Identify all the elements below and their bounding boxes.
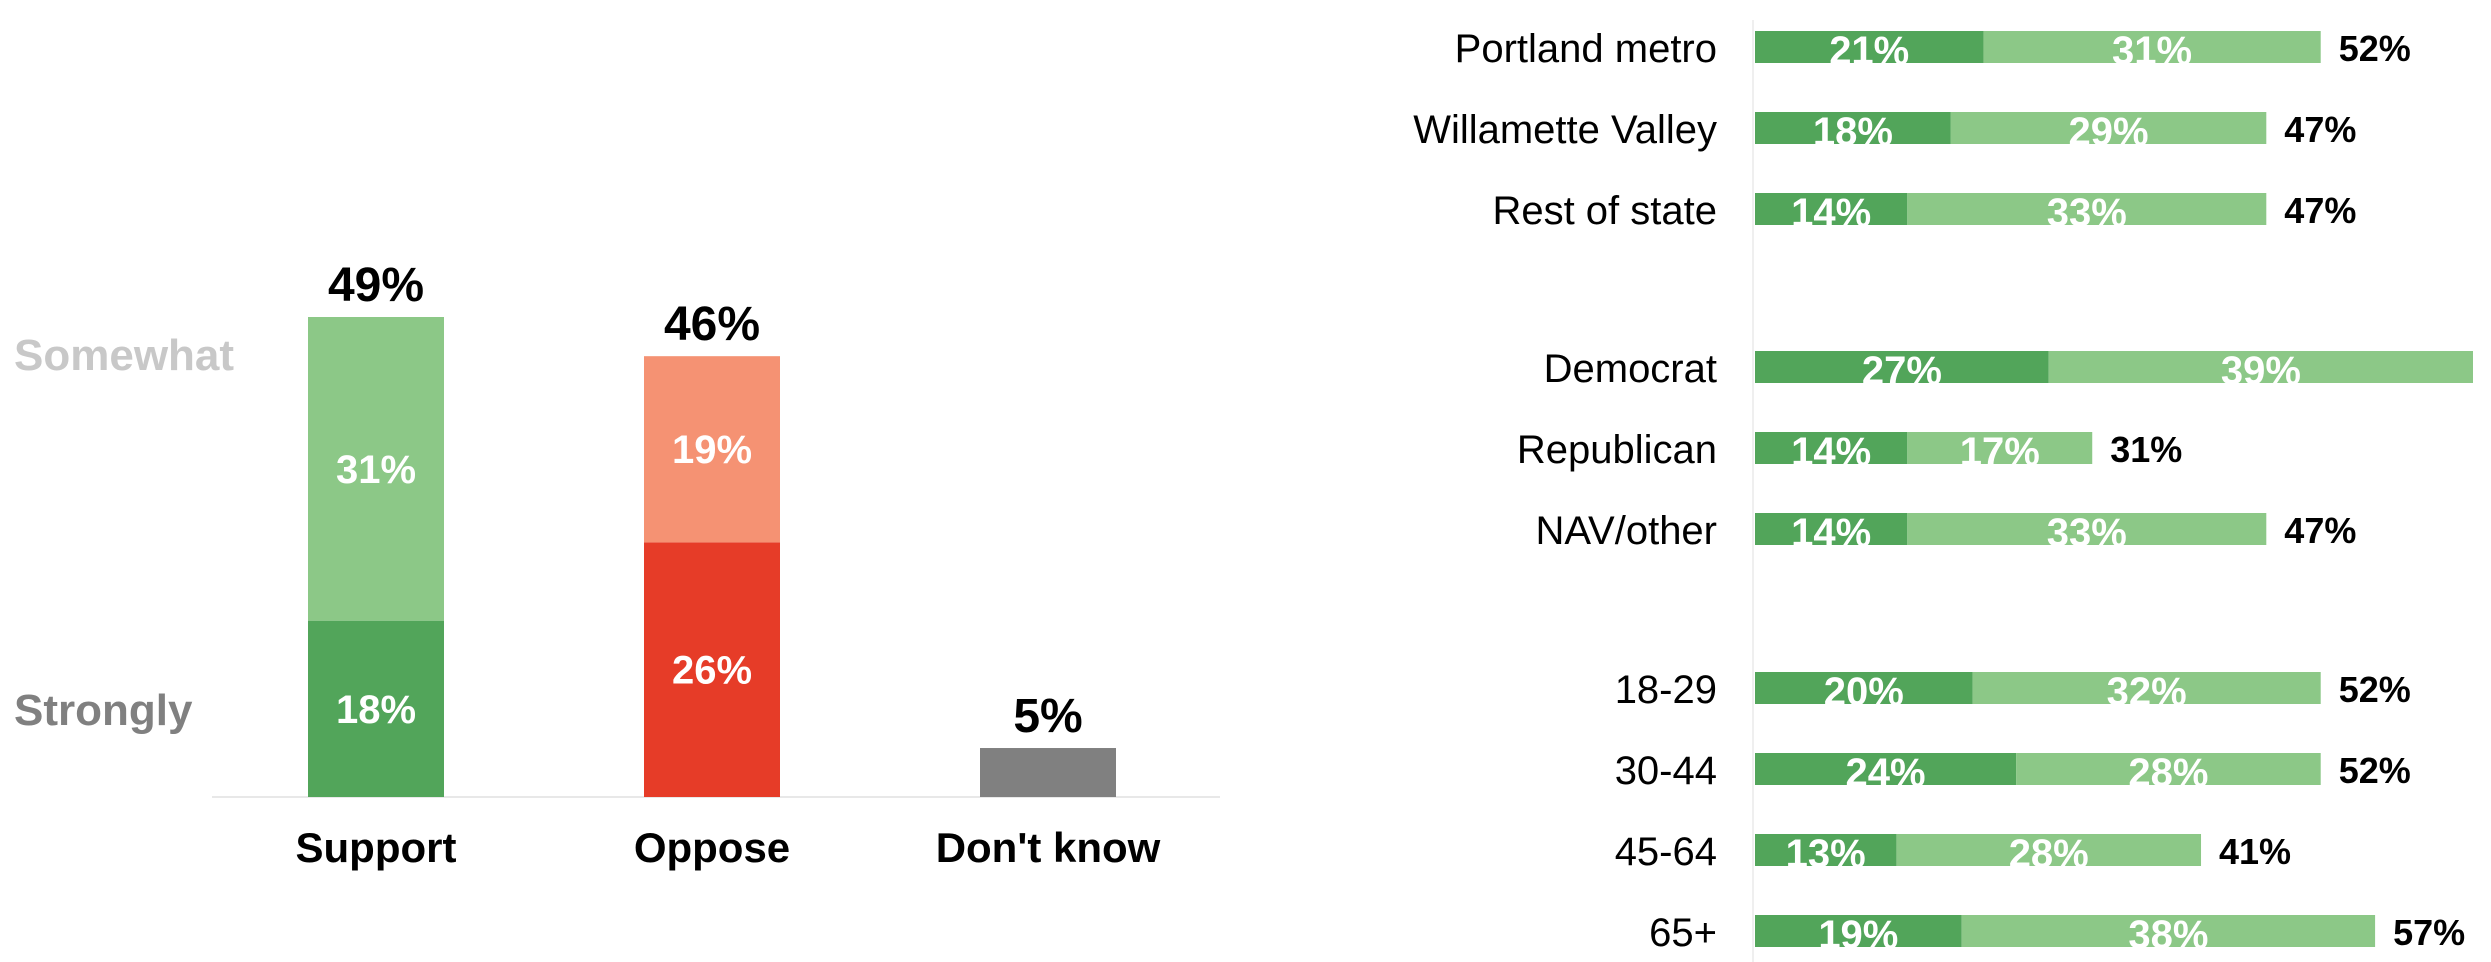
row-label: Rest of state xyxy=(1492,189,1717,233)
bar-total-label: 31% xyxy=(2110,429,2182,470)
bar-label-strongly: 18% xyxy=(1813,110,1893,154)
bar-label-somewhat: 29% xyxy=(2069,110,2149,154)
bar-segment-somewhat xyxy=(308,317,444,621)
bar-total-label: 52% xyxy=(2339,28,2411,69)
bar-total-label: 41% xyxy=(2219,831,2291,872)
bar-segment-somewhat xyxy=(1896,834,2202,866)
bar-label-somewhat: 39% xyxy=(2221,349,2301,393)
row-label: 18-29 xyxy=(1615,668,1717,712)
bar-segment-strongly xyxy=(1755,513,1908,545)
bar-label-strongly: 18% xyxy=(336,688,416,732)
bar-label-somewhat: 33% xyxy=(2047,511,2127,555)
bar-segment-strongly xyxy=(980,748,1116,797)
bar-total-label: 47% xyxy=(2284,510,2356,551)
bar-total-label: 49% xyxy=(328,259,424,312)
bar-label-somewhat: 33% xyxy=(2047,191,2127,235)
bar-segment-strongly xyxy=(644,542,780,797)
bar-label-somewhat: 32% xyxy=(2107,670,2187,714)
row-label: 30-44 xyxy=(1615,749,1717,793)
category-label: Oppose xyxy=(634,824,790,871)
bar-segment-strongly xyxy=(1755,351,2049,383)
bar-total-label: 52% xyxy=(2339,750,2411,791)
bar-label-strongly: 24% xyxy=(1846,751,1926,795)
bar-segment-somewhat xyxy=(1907,432,2093,464)
bar-segment-somewhat xyxy=(2016,753,2321,785)
row-label: Willamette Valley xyxy=(1413,108,1717,152)
row-label: 65+ xyxy=(1649,911,1717,955)
legend-label-strongly: Strongly xyxy=(14,686,193,735)
bar-total-label: 57% xyxy=(2393,912,2465,953)
bar-total-label: 47% xyxy=(2284,190,2356,231)
bar-segment-somewhat xyxy=(1950,112,2267,144)
category-label: Don't know xyxy=(936,824,1161,871)
bar-segment-somewhat xyxy=(1983,31,2321,63)
bar-total-label: 46% xyxy=(664,298,760,351)
bar-total-label: 5% xyxy=(1013,690,1082,743)
bar-label-strongly: 26% xyxy=(672,649,752,693)
bar-total-label: 47% xyxy=(2284,109,2356,150)
row-label: Republican xyxy=(1517,428,1717,472)
bar-label-strongly: 19% xyxy=(1818,913,1898,957)
bar-segment-somewhat xyxy=(1907,193,2267,225)
bar-label-somewhat: 28% xyxy=(2009,832,2089,876)
overall-stacked-bar-chart: Somewhat Strongly 18% 31% 49% Support 26% 19%… xyxy=(14,259,1220,871)
bar-label-somewhat: 17% xyxy=(1960,430,2040,474)
bar-label-somewhat: 19% xyxy=(672,428,752,472)
bar-label-somewhat: 31% xyxy=(2112,29,2192,73)
row-label: 45-64 xyxy=(1615,830,1717,874)
bar-label-somewhat: 28% xyxy=(2128,751,2208,795)
bar-label-strongly: 20% xyxy=(1824,670,1904,714)
legend-label-somewhat: Somewhat xyxy=(14,331,234,380)
category-label: Support xyxy=(296,824,457,871)
bar-segment-strongly xyxy=(308,620,444,797)
bar-label-somewhat: 38% xyxy=(2128,913,2208,957)
bar-segment-strongly xyxy=(1755,112,1951,144)
bar-segment-somewhat xyxy=(1907,513,2267,545)
row-label: Portland metro xyxy=(1455,27,1717,71)
bar-total-label: 52% xyxy=(2339,669,2411,710)
bar-segment-somewhat xyxy=(1961,915,2376,947)
bar-segment-strongly xyxy=(1755,432,1908,464)
bar-label-strongly: 21% xyxy=(1829,29,1909,73)
bar-segment-somewhat xyxy=(1972,672,2321,704)
bar-label-somewhat: 31% xyxy=(336,448,416,492)
bar-segment-strongly xyxy=(1755,193,1908,225)
bar-segment-strongly xyxy=(1755,753,2017,785)
row-label: Democrat xyxy=(1544,347,1717,391)
bar-segment-somewhat xyxy=(2048,351,2473,383)
bar-label-strongly: 14% xyxy=(1791,430,1871,474)
bar-label-strongly: 13% xyxy=(1786,832,1866,876)
bar-label-strongly: 14% xyxy=(1791,191,1871,235)
bar-segment-somewhat xyxy=(644,356,780,543)
bar-segment-strongly xyxy=(1755,31,1984,63)
subgroup-stacked-bar-chart: Portland metro 21% 31% 52% Willamette Valley… xyxy=(1413,20,2473,962)
bar-segment-strongly xyxy=(1755,915,1962,947)
bar-segment-strongly xyxy=(1755,672,1973,704)
bar-label-strongly: 27% xyxy=(1862,349,1942,393)
row-label: NAV/other xyxy=(1535,509,1717,553)
bar-segment-strongly xyxy=(1755,834,1897,866)
bar-label-strongly: 14% xyxy=(1791,511,1871,555)
